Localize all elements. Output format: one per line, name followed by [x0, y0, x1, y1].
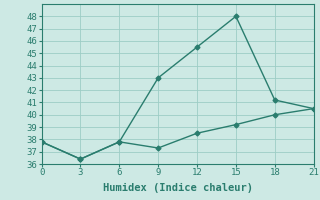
X-axis label: Humidex (Indice chaleur): Humidex (Indice chaleur) [103, 183, 252, 193]
